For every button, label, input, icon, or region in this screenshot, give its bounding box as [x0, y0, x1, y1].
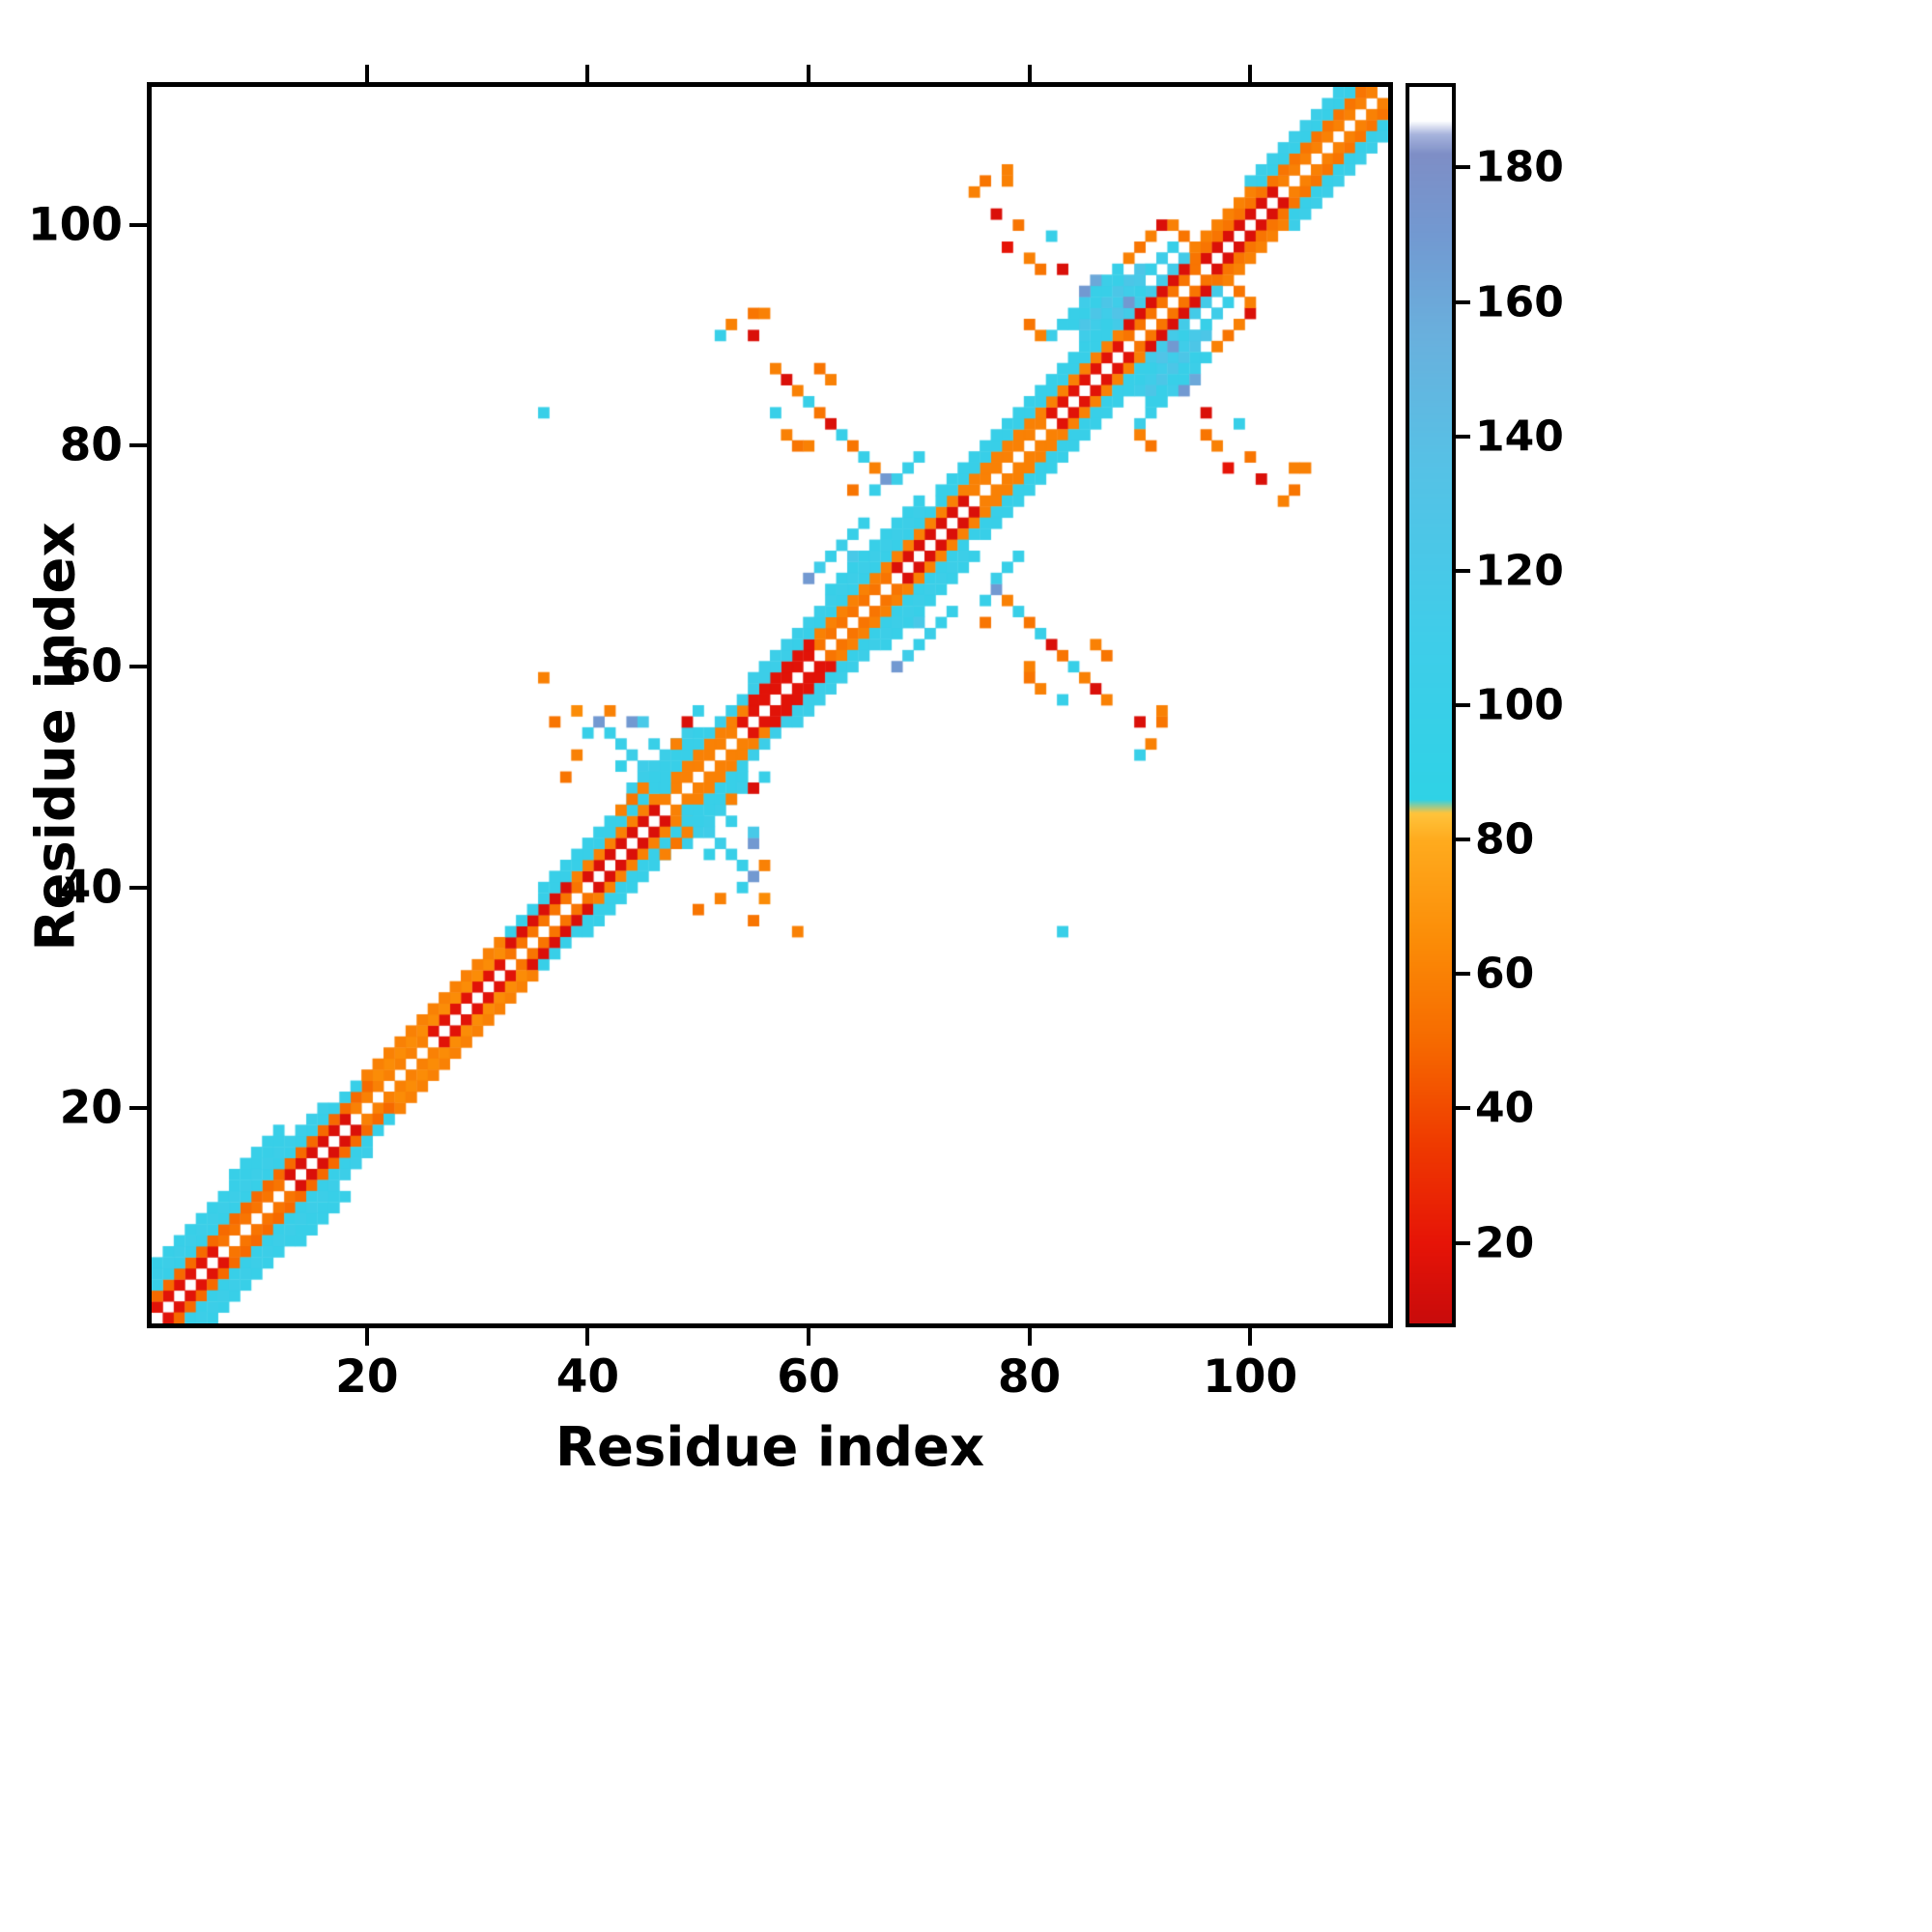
colorbar-tick-mark — [1456, 568, 1470, 573]
y-tick-mark — [129, 885, 147, 890]
colorbar-tick-label: 80 — [1475, 814, 1535, 865]
x-tick-mark-top — [1248, 65, 1253, 82]
colorbar-tick-label: 180 — [1475, 142, 1564, 192]
y-tick-label: 60 — [59, 639, 123, 694]
y-tick-label: 40 — [59, 861, 123, 915]
x-axis-label: Residue index — [554, 1416, 985, 1479]
y-tick-mark — [129, 665, 147, 668]
x-tick-label: 60 — [777, 1350, 840, 1404]
colorbar-tick-label: 60 — [1475, 949, 1535, 999]
colorbar-tick-mark — [1456, 838, 1470, 842]
colorbar-tick-mark — [1456, 703, 1470, 707]
x-tick-label: 20 — [335, 1350, 399, 1404]
colorbar-tick-mark — [1456, 1240, 1470, 1245]
colorbar-tick-mark — [1456, 165, 1470, 170]
x-tick-label: 40 — [555, 1350, 620, 1404]
x-tick-mark-top — [807, 65, 810, 82]
colorbar-tick-label: 160 — [1475, 277, 1564, 327]
y-tick-label: 100 — [27, 198, 123, 252]
x-tick-mark-top — [1027, 65, 1032, 82]
x-tick-mark — [807, 1328, 810, 1346]
colorbar-tick-mark — [1456, 434, 1470, 439]
y-tick-mark — [129, 1106, 147, 1111]
colorbar-tick-label: 20 — [1475, 1218, 1535, 1268]
colorbar-tick-label: 140 — [1475, 412, 1564, 462]
x-tick-label: 100 — [1203, 1350, 1298, 1404]
colorbar-tick-label: 40 — [1475, 1083, 1535, 1133]
colorbar-tick-label: 120 — [1475, 546, 1564, 596]
x-tick-mark — [364, 1328, 369, 1346]
colorbar-tick-mark — [1456, 299, 1470, 304]
colorbar-tick-mark — [1456, 1106, 1470, 1111]
colorbar-canvas — [1409, 87, 1452, 1323]
x-tick-mark — [585, 1328, 590, 1346]
y-tick-mark — [129, 222, 147, 227]
x-tick-mark-top — [585, 65, 590, 82]
y-tick-mark — [129, 443, 147, 448]
y-tick-label: 20 — [59, 1081, 123, 1135]
x-tick-mark-top — [364, 65, 369, 82]
x-tick-mark — [1027, 1328, 1032, 1346]
colorbar-tick-mark — [1456, 972, 1470, 977]
heatmap-canvas — [152, 87, 1388, 1323]
y-tick-label: 80 — [59, 418, 123, 472]
y-axis-label: Residue index — [24, 522, 88, 952]
x-tick-label: 80 — [997, 1350, 1062, 1404]
colorbar-tick-label: 100 — [1475, 680, 1564, 730]
x-tick-mark — [1248, 1328, 1253, 1346]
